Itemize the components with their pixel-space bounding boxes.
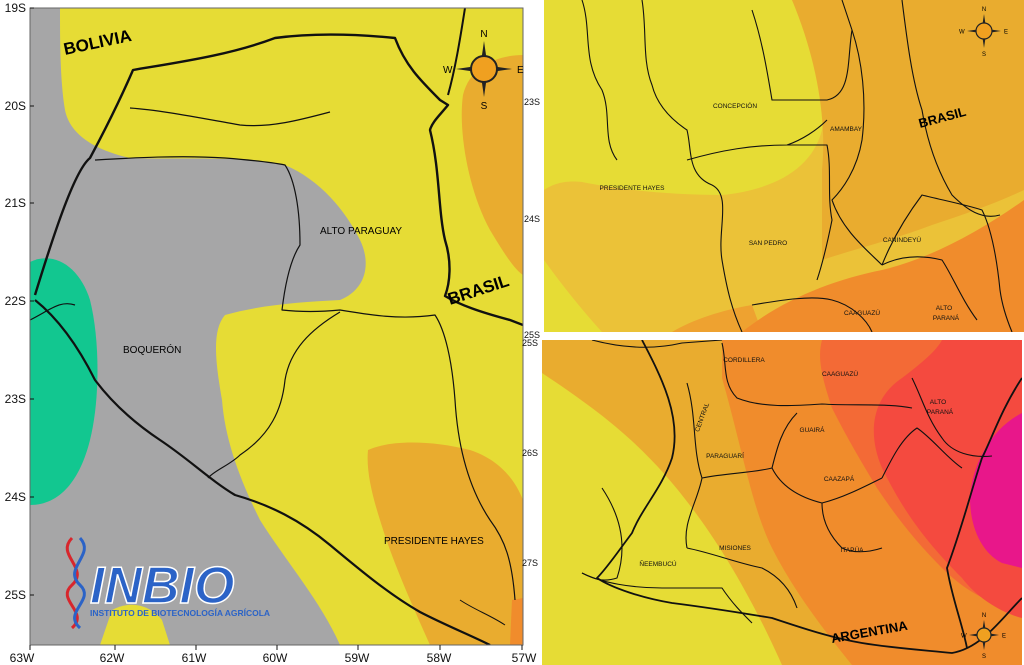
zone-green	[30, 258, 98, 505]
dept-label-cordillera: CORDILLERA	[723, 357, 765, 364]
dna-helix-icon	[65, 536, 86, 630]
paraguay-river	[34, 299, 491, 645]
dept-label-caazapa: CAAZAPÁ	[824, 474, 855, 483]
lat-tick: 20S	[5, 99, 26, 113]
lat-tick: 25S	[522, 338, 538, 348]
dept-label-amambay: AMAMBAY	[830, 126, 863, 133]
svg-text:W: W	[961, 634, 967, 640]
zone-orange-2	[367, 442, 523, 645]
zone-yellow-2	[544, 260, 602, 332]
svg-text:E: E	[517, 65, 524, 76]
national-border	[33, 33, 523, 327]
lat-tick: 24S	[524, 214, 540, 224]
svg-text:E: E	[1004, 30, 1008, 36]
svg-text:W: W	[959, 30, 965, 36]
dept-label-alto: ALTO	[930, 399, 946, 406]
lat-tick: 25S	[5, 588, 26, 602]
dept-label-misiones: MISIONES	[719, 545, 751, 552]
svg-text:N: N	[982, 613, 986, 619]
lat-tick: 19S	[5, 1, 26, 15]
lat-tick: 26S	[522, 448, 538, 458]
zone-yellow-2	[100, 604, 170, 645]
dept-label-guaira: GUAIRÁ	[800, 425, 826, 434]
dept-label-san-pedro: SAN PEDRO	[749, 240, 787, 247]
dept-label-presidente-hayes: PRESIDENTE HAYES	[600, 185, 666, 192]
zone-magenta	[970, 413, 1022, 568]
dept-label-paraguari: PARAGUARÍ	[706, 451, 744, 460]
lon-tick: 60W	[263, 651, 288, 665]
logo-subtitle: INSTITUTO DE BIOTECNOLOGÍA AGRÍCOLA	[90, 608, 270, 618]
lat-tick: 22S	[5, 294, 26, 308]
svg-text:S: S	[481, 101, 488, 112]
lat-tick: 24S	[5, 490, 26, 504]
lat-tick: 25S	[524, 330, 540, 340]
svg-text:E: E	[1002, 634, 1006, 640]
national-border	[596, 340, 1022, 654]
zone-orange	[461, 55, 523, 275]
zone-yellow	[544, 0, 823, 195]
dept-label-concepcion: CONCEPCIÓN	[713, 101, 757, 110]
compass-icon: N S E W	[961, 613, 1006, 660]
lat-tick: 23S	[524, 97, 540, 107]
dept-label-presidente-hayes: PRESIDENTE HAYES	[384, 536, 484, 547]
dept-label-boqueron: BOQUERÓN	[123, 343, 181, 356]
lat-tick: 27S	[522, 558, 538, 568]
compass-icon: N S E W	[443, 29, 524, 112]
dept-label-canindeyu: CANINDEYÚ	[883, 235, 922, 244]
zone-deep-orange	[510, 598, 523, 645]
dept-label-alto: ALTO	[936, 305, 952, 312]
dept-label-caaguazu: CAAGUAZÚ	[822, 369, 858, 378]
svg-text:N: N	[480, 29, 487, 40]
lon-tick: 57W	[512, 651, 537, 665]
dept-label-parana: PARANÁ	[933, 313, 960, 322]
bottom-right-map: 25S 26S 27S ARGENTINA CORDILLERA CAAGUAZ…	[522, 338, 1022, 665]
logo-title: INBIO	[90, 557, 234, 615]
zone-orange	[742, 200, 1024, 332]
dept-label-parana: PARANÁ	[927, 407, 954, 416]
lat-tick: 23S	[5, 392, 26, 406]
inbio-logo: INBIO INSTITUTO DE BIOTECNOLOGÍA AGRÍCOL…	[65, 536, 270, 630]
svg-text:N: N	[982, 7, 986, 13]
svg-text:W: W	[443, 65, 453, 76]
zone-light-orange	[792, 0, 1024, 260]
top-right-map: 23S 24S 25S BRASIL CONCEPCIÓN AMAMBAY PR…	[524, 0, 1024, 340]
lon-tick: 61W	[182, 651, 207, 665]
lat-tick: 21S	[5, 196, 26, 210]
left-map: 19S 20S 21S 22S 23S 24S 25S 63W 62W 61W …	[5, 1, 537, 665]
lon-tick: 58W	[427, 651, 452, 665]
svg-text:S: S	[982, 654, 986, 660]
compass-icon: N S E W	[959, 7, 1008, 58]
dept-label-caaguazu: CAAGUAZÚ	[844, 308, 880, 317]
dept-label-itapua: ITAPÚA	[841, 545, 865, 554]
svg-text:S: S	[982, 52, 986, 58]
dept-label-alto-paraguay: ALTO PARAGUAY	[320, 226, 402, 237]
lon-tick: 62W	[100, 651, 125, 665]
lon-tick: 63W	[10, 651, 35, 665]
lon-tick: 59W	[345, 651, 370, 665]
dept-label-neembucu: ÑEEMBUCÚ	[639, 559, 677, 568]
